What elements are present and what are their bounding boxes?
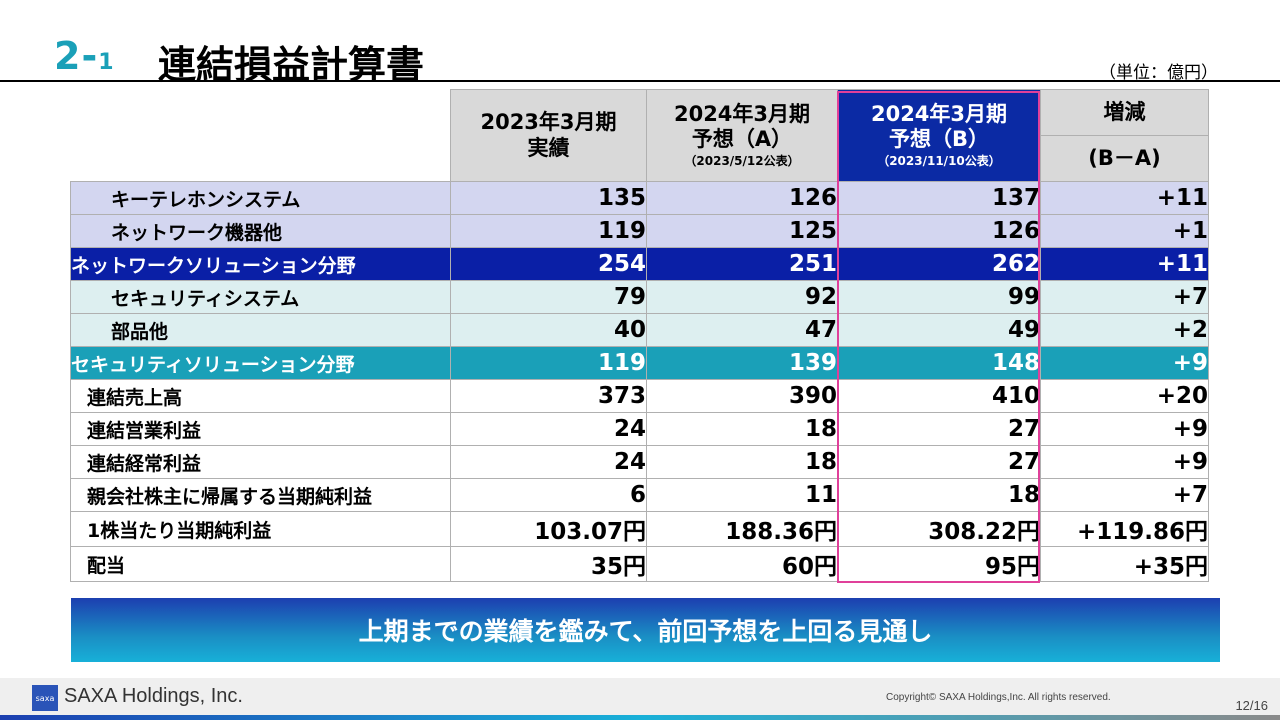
cell-value: 27 xyxy=(837,445,1041,479)
cell-value: +20 xyxy=(1040,379,1209,413)
cell-value: 262 xyxy=(837,247,1041,281)
cell-value: 135 xyxy=(450,181,647,215)
column-header-fy2023-actual: 2023年3月期 実績 xyxy=(450,89,647,182)
cell-value: +11 xyxy=(1040,181,1209,215)
cell-value: 79 xyxy=(450,280,647,314)
cell-value: 410 xyxy=(837,379,1041,413)
cell-value: 119 xyxy=(450,346,647,380)
cell-value: +2 xyxy=(1040,313,1209,347)
copyright-notice: Copyright© SAXA Holdings,Inc. All rights… xyxy=(886,692,1111,703)
company-logo: saxa xyxy=(32,685,58,711)
cell-value: 18 xyxy=(837,478,1041,512)
cell-value: 60円 xyxy=(646,546,838,582)
cell-value: 95円 xyxy=(837,546,1041,582)
cell-value: 103.07円 xyxy=(450,511,647,547)
cell-value: 24 xyxy=(450,445,647,479)
cell-value: +119.86円 xyxy=(1040,511,1209,547)
cell-value: 251 xyxy=(646,247,838,281)
cell-value: 308.22円 xyxy=(837,511,1041,547)
cell-value: 6 xyxy=(450,478,647,512)
page-number: 12/16 xyxy=(1235,698,1268,713)
cell-value: 188.36円 xyxy=(646,511,838,547)
row-label: ネットワークソリューション分野 xyxy=(70,247,451,281)
table-row: 親会社株主に帰属する当期純利益 6 11 18 +7 xyxy=(70,478,1209,512)
cell-value: 148 xyxy=(837,346,1041,380)
cell-value: 18 xyxy=(646,412,838,446)
cell-value: 11 xyxy=(646,478,838,512)
footer-accent-bar xyxy=(0,715,1280,720)
row-label: 配当 xyxy=(70,546,451,582)
row-label: ネットワーク機器他 xyxy=(70,214,451,248)
footer xyxy=(0,678,1280,720)
outlook-banner: 上期までの業績を鑑みて、前回予想を上回る見通し xyxy=(71,598,1220,662)
row-label: 連結経常利益 xyxy=(70,445,451,479)
cell-value: 35円 xyxy=(450,546,647,582)
row-label: セキュリティソリューション分野 xyxy=(70,346,451,380)
cell-value: 254 xyxy=(450,247,647,281)
income-statement-table: 2023年3月期 実績 2024年3月期 予想（A） （2023/5/12公表） 2… xyxy=(70,89,1209,582)
cell-value: +9 xyxy=(1040,346,1209,380)
cell-value: 126 xyxy=(837,214,1041,248)
table-row: 1株当たり当期純利益 103.07円 188.36円 308.22円 +119.86円 xyxy=(70,511,1209,547)
row-label: 連結売上高 xyxy=(70,379,451,413)
table-row: 部品他 40 47 49 +2 xyxy=(70,313,1209,347)
row-label: キーテレホンシステム xyxy=(70,181,451,215)
cell-value: 99 xyxy=(837,280,1041,314)
row-label: 連結営業利益 xyxy=(70,412,451,446)
column-header-fy2024-forecast-a: 2024年3月期 予想（A） （2023/5/12公表） xyxy=(646,89,838,182)
table-row: キーテレホンシステム 135 126 137 +11 xyxy=(70,181,1209,215)
row-label: 1株当たり当期純利益 xyxy=(70,511,451,547)
header-blank xyxy=(70,89,451,182)
cell-value: +11 xyxy=(1040,247,1209,281)
table-row: 連結営業利益 24 18 27 +9 xyxy=(70,412,1209,446)
cell-value: 40 xyxy=(450,313,647,347)
column-header-change: 増減 xyxy=(1040,89,1209,136)
cell-value: 125 xyxy=(646,214,838,248)
cell-value: 18 xyxy=(646,445,838,479)
cell-value: +7 xyxy=(1040,478,1209,512)
cell-value: +35円 xyxy=(1040,546,1209,582)
section-number: 2-1 xyxy=(54,34,115,78)
cell-value: 390 xyxy=(646,379,838,413)
cell-value: 137 xyxy=(837,181,1041,215)
column-header-fy2024-forecast-b: 2024年3月期 予想（B） （2023/11/10公表） xyxy=(837,89,1041,182)
cell-value: +7 xyxy=(1040,280,1209,314)
table-row: ネットワークソリューション分野 254 251 262 +11 xyxy=(70,247,1209,281)
table-row: セキュリティソリューション分野 119 139 148 +9 xyxy=(70,346,1209,380)
cell-value: 92 xyxy=(646,280,838,314)
cell-value: 49 xyxy=(837,313,1041,347)
table-row: 配当 35円 60円 95円 +35円 xyxy=(70,546,1209,582)
company-name: SAXA Holdings, Inc. xyxy=(64,685,243,707)
table-row: 連結経常利益 24 18 27 +9 xyxy=(70,445,1209,479)
cell-value: 119 xyxy=(450,214,647,248)
cell-value: 47 xyxy=(646,313,838,347)
table-row: 連結売上高 373 390 410 +20 xyxy=(70,379,1209,413)
cell-value: 126 xyxy=(646,181,838,215)
cell-value: +1 xyxy=(1040,214,1209,248)
cell-value: +9 xyxy=(1040,412,1209,446)
cell-value: 373 xyxy=(450,379,647,413)
cell-value: +9 xyxy=(1040,445,1209,479)
cell-value: 24 xyxy=(450,412,647,446)
row-label: セキュリティシステム xyxy=(70,280,451,314)
row-label: 親会社株主に帰属する当期純利益 xyxy=(70,478,451,512)
title-divider xyxy=(0,80,1280,82)
cell-value: 139 xyxy=(646,346,838,380)
row-label: 部品他 xyxy=(70,313,451,347)
column-header-change-formula: (B－A) xyxy=(1040,135,1209,182)
cell-value: 27 xyxy=(837,412,1041,446)
page-title: 連結損益計算書 xyxy=(158,43,425,87)
table-row: ネットワーク機器他 119 125 126 +1 xyxy=(70,214,1209,248)
unit-note: （単位：億円） xyxy=(1099,63,1218,83)
table-row: セキュリティシステム 79 92 99 +7 xyxy=(70,280,1209,314)
